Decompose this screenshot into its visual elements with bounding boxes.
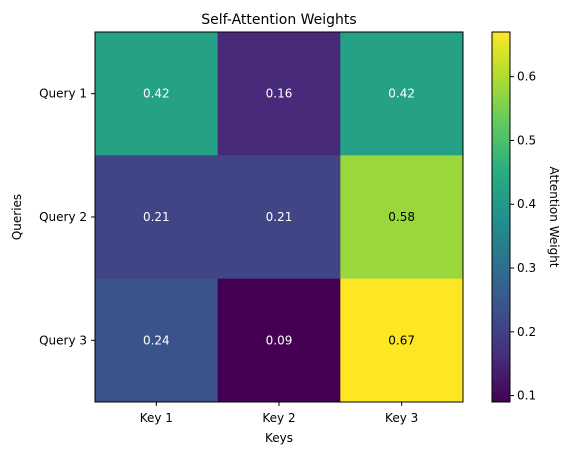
x-axis-title: Keys [265,431,293,445]
cell-value-label: 0.67 [388,333,415,347]
chart-title: Self-Attention Weights [201,12,356,28]
heatmap-cells [95,32,464,403]
x-tick-label: Key 1 [140,411,173,425]
cell-value-label: 0.21 [143,210,170,224]
heatmap-cell [217,155,341,280]
heatmap-cell [217,32,341,156]
colorbar-tick-label: 0.3 [517,261,536,275]
y-tick-label: Query 2 [39,210,87,224]
heatmap-cell-labels: 0.42 0.16 0.42 0.21 0.21 0.58 0.24 0.09 0.67 [143,87,415,348]
heatmap-cell [95,155,219,280]
cell-value-label: 0.21 [266,210,293,224]
heatmap-cell [217,278,341,403]
y-tick-label: Query 3 [39,333,87,347]
colorbar-tick-label: 0.2 [517,325,536,339]
heatmap-cell [95,32,219,156]
heatmap-cell [95,278,219,403]
x-axis-ticks: Key 1 Key 2 Key 3 [140,402,418,425]
heatmap-cell [340,155,464,280]
y-axis-title: Queries [10,194,24,240]
y-axis-ticks: Query 1 Query 2 Query 3 [39,87,95,347]
cell-value-label: 0.09 [266,333,293,347]
cell-value-label: 0.16 [266,87,293,101]
x-tick-label: Key 2 [262,411,295,425]
colorbar-tick-label: 0.5 [517,133,536,147]
cell-value-label: 0.24 [143,333,170,347]
heatmap-cell [340,278,464,403]
heatmap-cell [340,32,464,156]
colorbar [491,31,511,403]
colorbar-title: Attention Weight [547,166,561,267]
colorbar-tick-label: 0.6 [517,70,536,84]
x-tick-label: Key 3 [385,411,418,425]
colorbar-ticks: 0.1 0.2 0.3 0.4 0.5 0.6 [510,70,536,403]
colorbar-tick-label: 0.1 [517,389,536,403]
colorbar-tick-label: 0.4 [517,197,536,211]
cell-value-label: 0.42 [143,87,170,101]
cell-value-label: 0.42 [388,87,415,101]
cell-value-label: 0.58 [388,210,415,224]
y-tick-label: Query 1 [39,87,87,101]
